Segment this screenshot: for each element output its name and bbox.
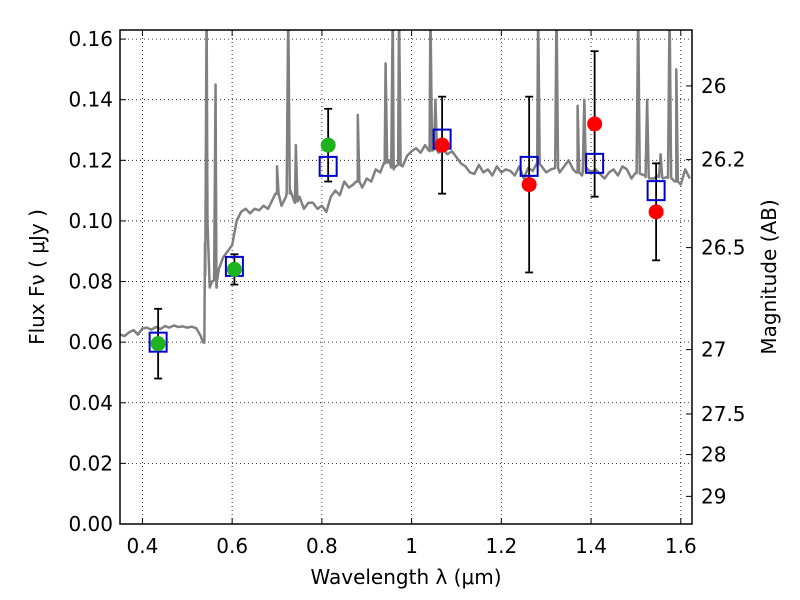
y2-tick-label: 27.5 — [701, 402, 746, 426]
y2-tick-label: 29 — [701, 484, 726, 508]
model-flux-box — [585, 152, 605, 174]
plot-area — [120, 30, 691, 380]
y-tick-label: 0.16 — [68, 27, 113, 51]
plot-frame — [119, 29, 693, 525]
plot-content — [120, 30, 691, 380]
model-flux-box — [318, 155, 338, 177]
model-flux-box — [148, 331, 168, 353]
observed-point-red — [434, 137, 450, 153]
template-spectrum-line — [120, 30, 691, 345]
model-flux-box — [519, 155, 539, 177]
x-axis-label: Wavelength λ (μm) — [310, 565, 501, 589]
y-tick-label: 0.00 — [68, 512, 113, 536]
y2-axis-label: Magnitude (AB) — [757, 199, 781, 354]
y-tick-label: 0.02 — [68, 451, 113, 475]
observed-point-red — [521, 177, 537, 193]
y2-tick-label: 27 — [701, 338, 726, 362]
y-axis-label: Flux Fν ( μJy ) — [25, 209, 49, 345]
y-tick-label: 0.04 — [68, 391, 113, 415]
observed-point-green — [320, 137, 336, 153]
model-flux-box — [646, 180, 666, 202]
x-tick-label: 0.8 — [306, 534, 338, 558]
x-tick-label: 0.4 — [127, 534, 159, 558]
observed-point-red — [648, 204, 664, 220]
y2-tick-label: 26 — [701, 74, 726, 98]
observed-point-red — [587, 116, 603, 132]
y-tick-label: 0.08 — [68, 270, 113, 294]
x-tick-label: 1 — [405, 534, 418, 558]
y2-tick-label: 28 — [701, 443, 726, 467]
y2-tick-label: 26.2 — [701, 148, 746, 172]
x-tick-label: 1.2 — [485, 534, 517, 558]
y-tick-label: 0.06 — [68, 330, 113, 354]
y2-tick-label: 26.5 — [701, 236, 746, 260]
axis-ticks: 0.4 0.6 0.8 1 1.2 1.4 1.6 0.00 0.02 0.04 0.06 0.08 0… — [68, 27, 745, 558]
x-tick-label: 0.6 — [216, 534, 248, 558]
x-tick-label: 1.6 — [665, 534, 697, 558]
observed-point-green — [226, 261, 242, 277]
observed-point-green — [150, 336, 166, 352]
y-tick-label: 0.10 — [68, 209, 113, 233]
y-tick-label: 0.12 — [68, 148, 113, 172]
y-tick-label: 0.14 — [68, 88, 113, 112]
x-tick-label: 1.4 — [575, 534, 607, 558]
